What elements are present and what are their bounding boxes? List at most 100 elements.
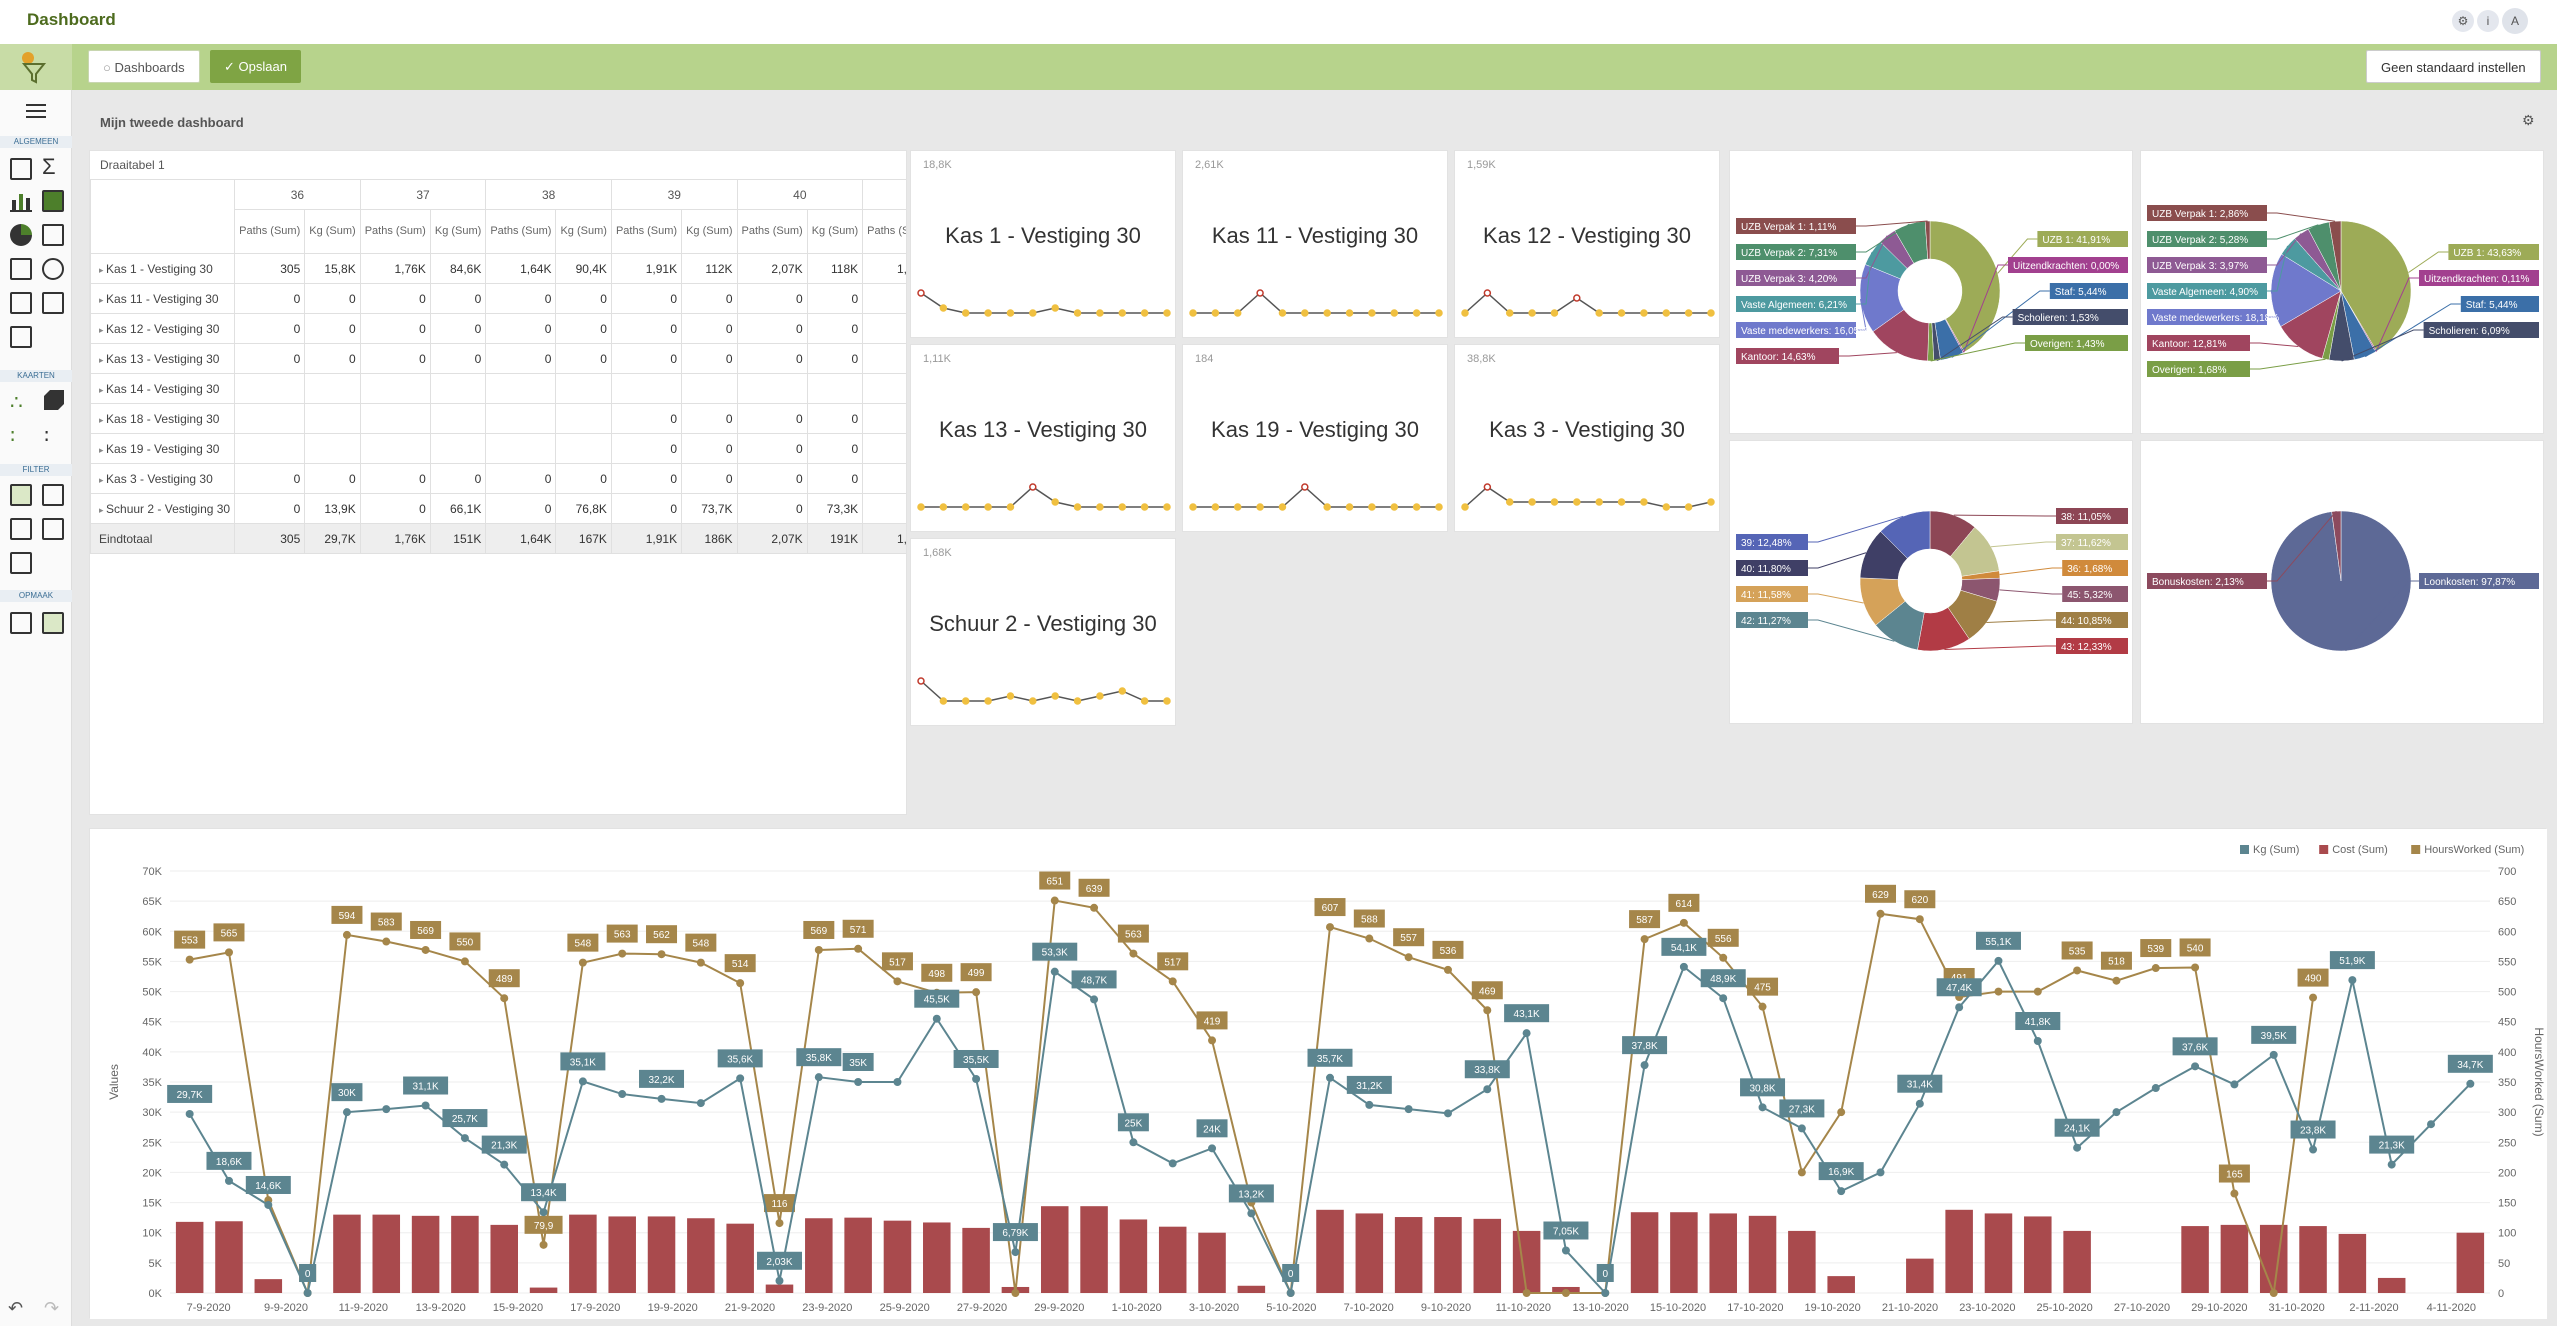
hours-point[interactable]: [1011, 1289, 1020, 1297]
row-label[interactable]: ▸ Kas 19 - Vestiging 30: [90, 433, 236, 464]
kg-point[interactable]: [224, 1176, 233, 1185]
cost-bar[interactable]: [765, 1284, 794, 1293]
hours-point[interactable]: [1719, 953, 1728, 962]
expand-icon[interactable]: ▸: [99, 384, 107, 395]
user-avatar[interactable]: A: [2502, 8, 2528, 34]
cost-bar[interactable]: [1355, 1213, 1384, 1293]
kg-point[interactable]: [185, 1109, 194, 1118]
settings-sliders-icon[interactable]: ⚙: [2522, 112, 2535, 128]
kg-point[interactable]: [264, 1200, 273, 1209]
cost-bar[interactable]: [569, 1214, 597, 1293]
kg-point[interactable]: [1365, 1100, 1374, 1109]
cost-bar[interactable]: [647, 1216, 676, 1293]
hours-point[interactable]: [1129, 949, 1138, 958]
cost-bar[interactable]: [883, 1220, 912, 1293]
filter-card-icon[interactable]: [42, 484, 64, 506]
cost-bar[interactable]: [1394, 1217, 1423, 1293]
kg-point[interactable]: [618, 1090, 627, 1099]
gauge-icon[interactable]: [42, 258, 64, 280]
expand-icon[interactable]: ▸: [99, 504, 107, 515]
text-box-icon[interactable]: [42, 612, 64, 634]
save-button[interactable]: ✓ Opslaan: [210, 50, 301, 83]
kg-point[interactable]: [2230, 1080, 2239, 1089]
hours-point[interactable]: [854, 944, 863, 953]
kg-point[interactable]: [2466, 1079, 2475, 1088]
kg-point[interactable]: [1719, 994, 1728, 1003]
kg-point[interactable]: [1679, 962, 1688, 971]
stacked-bar-icon[interactable]: [42, 190, 64, 212]
kg-point[interactable]: [1797, 1124, 1806, 1133]
row-label[interactable]: ▸ Kas 12 - Vestiging 30: [90, 313, 236, 344]
hours-point[interactable]: [224, 948, 233, 957]
region-map-icon[interactable]: [44, 390, 64, 410]
cost-bar[interactable]: [254, 1279, 283, 1293]
filter-tree-icon[interactable]: [42, 518, 64, 540]
hours-point[interactable]: [1679, 918, 1688, 927]
cost-bar[interactable]: [175, 1221, 204, 1293]
kg-point[interactable]: [1326, 1073, 1334, 1082]
expand-icon[interactable]: ▸: [99, 474, 107, 485]
hours-point[interactable]: [657, 950, 666, 959]
hours-point[interactable]: [185, 955, 194, 964]
cost-bar[interactable]: [962, 1227, 990, 1293]
legend-label[interactable]: Cost (Sum): [2332, 844, 2388, 856]
hours-point[interactable]: [2033, 987, 2042, 996]
cost-bar[interactable]: [1906, 1258, 1934, 1293]
hours-point[interactable]: [1326, 923, 1334, 932]
hours-point[interactable]: [2230, 1189, 2239, 1198]
filter-list-icon[interactable]: [10, 518, 32, 540]
cost-bar[interactable]: [1316, 1209, 1344, 1293]
hours-point[interactable]: [775, 1219, 784, 1228]
hours-point[interactable]: [2269, 1289, 2278, 1297]
hours-point[interactable]: [1522, 1289, 1531, 1297]
kg-point[interactable]: [696, 1099, 705, 1108]
hours-point[interactable]: [893, 977, 902, 986]
default-settings-button[interactable]: Geen standaard instellen: [2366, 50, 2541, 83]
cost-bar[interactable]: [1040, 1206, 1069, 1293]
kg-point[interactable]: [539, 1208, 548, 1217]
cost-bar[interactable]: [2181, 1226, 2209, 1293]
kg-point[interactable]: [1404, 1105, 1413, 1114]
cost-bar[interactable]: [1198, 1232, 1226, 1293]
legend-label[interactable]: HoursWorked (Sum): [2424, 844, 2524, 856]
cost-bar[interactable]: [490, 1224, 518, 1293]
row-label[interactable]: ▸ Kas 14 - Vestiging 30: [90, 373, 236, 404]
kg-point[interactable]: [2348, 976, 2357, 985]
kg-point[interactable]: [932, 1014, 941, 1023]
hours-point[interactable]: [1994, 987, 2003, 996]
cost-bar[interactable]: [1237, 1285, 1266, 1293]
kg-point[interactable]: [2269, 1050, 2278, 1059]
cost-bar[interactable]: [1984, 1213, 2013, 1293]
hours-point[interactable]: [2191, 963, 2200, 972]
kg-point[interactable]: [1640, 1061, 1649, 1070]
cost-bar[interactable]: [451, 1215, 479, 1293]
bubble-map-icon[interactable]: ∶: [10, 426, 16, 448]
cost-bar[interactable]: [1945, 1209, 1973, 1293]
cost-bar[interactable]: [1630, 1212, 1659, 1293]
kg-point[interactable]: [2427, 1120, 2436, 1129]
hours-point[interactable]: [500, 994, 509, 1003]
pie-slice[interactable]: [1880, 510, 1931, 559]
kg-point[interactable]: [1443, 1109, 1452, 1118]
cost-bar[interactable]: [2456, 1232, 2485, 1293]
kg-point[interactable]: [1129, 1138, 1138, 1147]
hours-point[interactable]: [578, 958, 587, 967]
expand-icon[interactable]: ▸: [99, 264, 107, 275]
cost-bar[interactable]: [2377, 1277, 2406, 1293]
cost-bar[interactable]: [1827, 1276, 1855, 1293]
kg-point[interactable]: [1994, 956, 2003, 965]
bell-icon[interactable]: ⚙: [2452, 10, 2474, 32]
hours-point[interactable]: [696, 958, 705, 967]
scatter-icon[interactable]: [42, 224, 64, 246]
kg-point[interactable]: [1168, 1159, 1177, 1168]
cost-bar[interactable]: [529, 1287, 558, 1293]
kg-point[interactable]: [1837, 1187, 1846, 1196]
cost-bar[interactable]: [923, 1222, 951, 1293]
kg-point[interactable]: [2191, 1062, 2200, 1071]
bar-chart-icon[interactable]: [10, 190, 32, 212]
pie-slice[interactable]: [2331, 510, 2342, 582]
hours-point[interactable]: [1443, 965, 1452, 974]
kg-point[interactable]: [2073, 1143, 2082, 1152]
kg-point[interactable]: [1090, 995, 1099, 1004]
list-icon[interactable]: [10, 258, 32, 280]
